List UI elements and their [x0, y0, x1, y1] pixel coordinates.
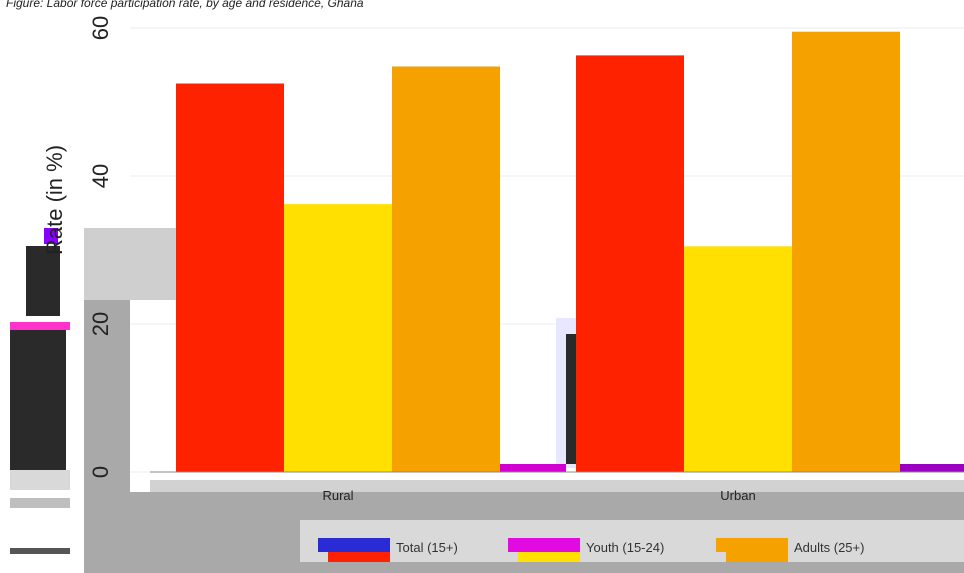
bar — [684, 246, 792, 472]
artifact-block — [10, 548, 70, 554]
figure-caption: Figure: Labor force participation rate, … — [6, 0, 364, 10]
legend-label: Adults (25+) — [794, 540, 864, 555]
legend-swatch-secondary — [328, 552, 390, 562]
axes: 0 20 40 60 Rate (in %) Rural Urban — [42, 16, 964, 503]
y-tick-label: 0 — [88, 466, 113, 478]
bar — [284, 204, 392, 472]
legend: Total (15+) Youth (15-24) Adults (25+) — [318, 538, 864, 562]
legend-swatch-secondary — [726, 552, 788, 562]
bar — [176, 83, 284, 472]
artifact-block — [84, 228, 184, 300]
legend-label: Youth (15-24) — [586, 540, 664, 555]
artifact-block — [150, 480, 964, 492]
legend-swatch — [508, 538, 580, 552]
artifact-block — [10, 330, 66, 470]
artifact-block — [26, 246, 60, 316]
bar — [576, 55, 684, 472]
y-axis-label: Rate (in %) — [42, 145, 67, 255]
artifact-block — [10, 498, 70, 508]
legend-swatch — [318, 538, 390, 552]
artifact-block — [10, 470, 70, 490]
artifact-block — [10, 322, 70, 330]
bars — [176, 31, 900, 472]
bar — [792, 31, 900, 472]
legend-swatch — [716, 538, 788, 552]
x-tick-label: Rural — [322, 488, 353, 503]
y-tick-label: 60 — [88, 16, 113, 40]
artifact-block — [300, 520, 964, 562]
x-tick-label: Urban — [720, 488, 755, 503]
legend-label: Total (15+) — [396, 540, 458, 555]
y-tick-label: 40 — [88, 164, 113, 188]
legend-swatch-secondary — [518, 552, 580, 562]
bar — [392, 66, 500, 472]
artifact-block — [44, 228, 58, 244]
y-tick-label: 20 — [88, 312, 113, 336]
